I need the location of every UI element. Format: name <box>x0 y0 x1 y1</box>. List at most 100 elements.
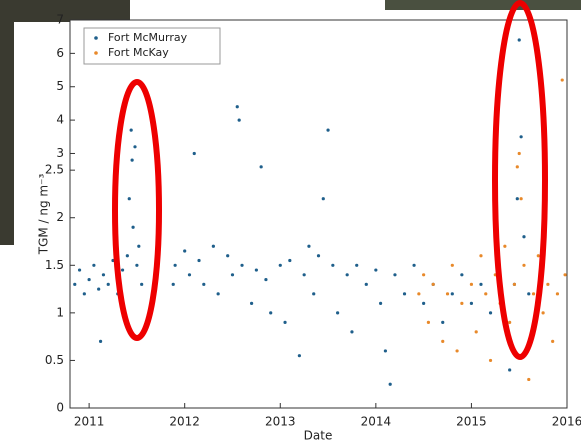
x-tick-label: 2013 <box>265 415 296 429</box>
x-tick-label: 2012 <box>169 415 200 429</box>
y-tick-label: 2 <box>56 210 64 224</box>
y-axis-label: TGM / ng m⁻³ <box>37 174 51 256</box>
data-point <box>518 152 521 155</box>
background-photo <box>0 0 14 245</box>
data-point <box>393 273 396 276</box>
data-point <box>336 311 339 314</box>
data-point <box>508 368 511 371</box>
chart: Date TGM / ng m⁻³ 2011201220132014201520… <box>0 0 581 444</box>
data-point <box>484 292 487 295</box>
data-point <box>516 197 519 200</box>
page: {"chart_data": {"type": "scatter", "xlab… <box>0 0 581 444</box>
data-point <box>441 340 444 343</box>
legend-label: Fort McKay <box>108 46 169 59</box>
data-point <box>470 302 473 305</box>
data-point <box>561 78 564 81</box>
data-point <box>537 254 540 257</box>
data-point <box>102 273 105 276</box>
data-point <box>197 259 200 262</box>
data-point <box>470 283 473 286</box>
data-point <box>527 292 530 295</box>
data-point <box>236 105 239 108</box>
data-point <box>131 226 134 229</box>
data-point <box>226 254 229 257</box>
y-tick-label: 0.5 <box>45 353 64 367</box>
data-point <box>365 283 368 286</box>
data-point <box>231 273 234 276</box>
data-point <box>551 340 554 343</box>
data-point <box>542 311 545 314</box>
data-point <box>374 268 377 271</box>
data-point <box>73 283 76 286</box>
data-point <box>107 283 110 286</box>
data-point <box>130 129 133 132</box>
data-point <box>99 340 102 343</box>
data-point <box>174 264 177 267</box>
data-point <box>350 330 353 333</box>
data-point <box>475 330 478 333</box>
data-point <box>489 359 492 362</box>
data-point <box>518 38 521 41</box>
legend-marker <box>94 51 98 55</box>
x-tick-label: 2011 <box>74 415 105 429</box>
data-point <box>255 268 258 271</box>
background-photo <box>0 0 130 22</box>
data-point <box>479 254 482 257</box>
y-tick-label: 1 <box>56 305 64 319</box>
data-point <box>212 245 215 248</box>
data-point <box>283 321 286 324</box>
data-point <box>513 283 516 286</box>
data-point <box>188 273 191 276</box>
data-point <box>520 135 523 138</box>
data-point <box>78 268 81 271</box>
data-point <box>97 287 100 290</box>
data-point <box>140 283 143 286</box>
x-axis-label: Date <box>304 429 333 443</box>
y-tick-label: 7 <box>56 13 64 27</box>
data-point <box>331 264 334 267</box>
data-point <box>128 197 131 200</box>
legend-marker <box>94 36 98 40</box>
data-point <box>288 259 291 262</box>
data-point <box>556 292 559 295</box>
data-point <box>451 264 454 267</box>
data-point <box>260 165 263 168</box>
data-point <box>238 119 241 122</box>
data-point <box>563 273 566 276</box>
data-point <box>131 159 134 162</box>
data-point <box>217 292 220 295</box>
data-point <box>422 273 425 276</box>
legend-label: Fort McMurray <box>108 31 188 44</box>
y-tick-label: 0 <box>56 401 64 415</box>
data-point <box>298 354 301 357</box>
data-point <box>322 197 325 200</box>
data-point <box>520 197 523 200</box>
data-point <box>379 302 382 305</box>
data-point <box>522 235 525 238</box>
y-tick-label: 3 <box>56 146 64 160</box>
data-point <box>384 349 387 352</box>
y-tick-label: 5 <box>56 79 64 93</box>
data-point <box>92 264 95 267</box>
data-point <box>516 165 519 168</box>
data-point <box>126 254 129 257</box>
data-point <box>183 249 186 252</box>
data-point <box>446 292 449 295</box>
data-point <box>250 302 253 305</box>
data-point <box>451 292 454 295</box>
data-point <box>527 378 530 381</box>
data-point <box>532 292 535 295</box>
data-point <box>326 129 329 132</box>
data-point <box>417 292 420 295</box>
background-photo <box>385 0 581 10</box>
data-point <box>303 273 306 276</box>
data-point <box>479 283 482 286</box>
data-point <box>137 245 140 248</box>
data-point <box>412 264 415 267</box>
y-tick-label: 6 <box>56 46 64 60</box>
x-tick-label: 2015 <box>456 415 487 429</box>
data-point <box>133 145 136 148</box>
x-tick-label: 2016 <box>552 415 581 429</box>
data-point <box>389 383 392 386</box>
data-point <box>455 349 458 352</box>
